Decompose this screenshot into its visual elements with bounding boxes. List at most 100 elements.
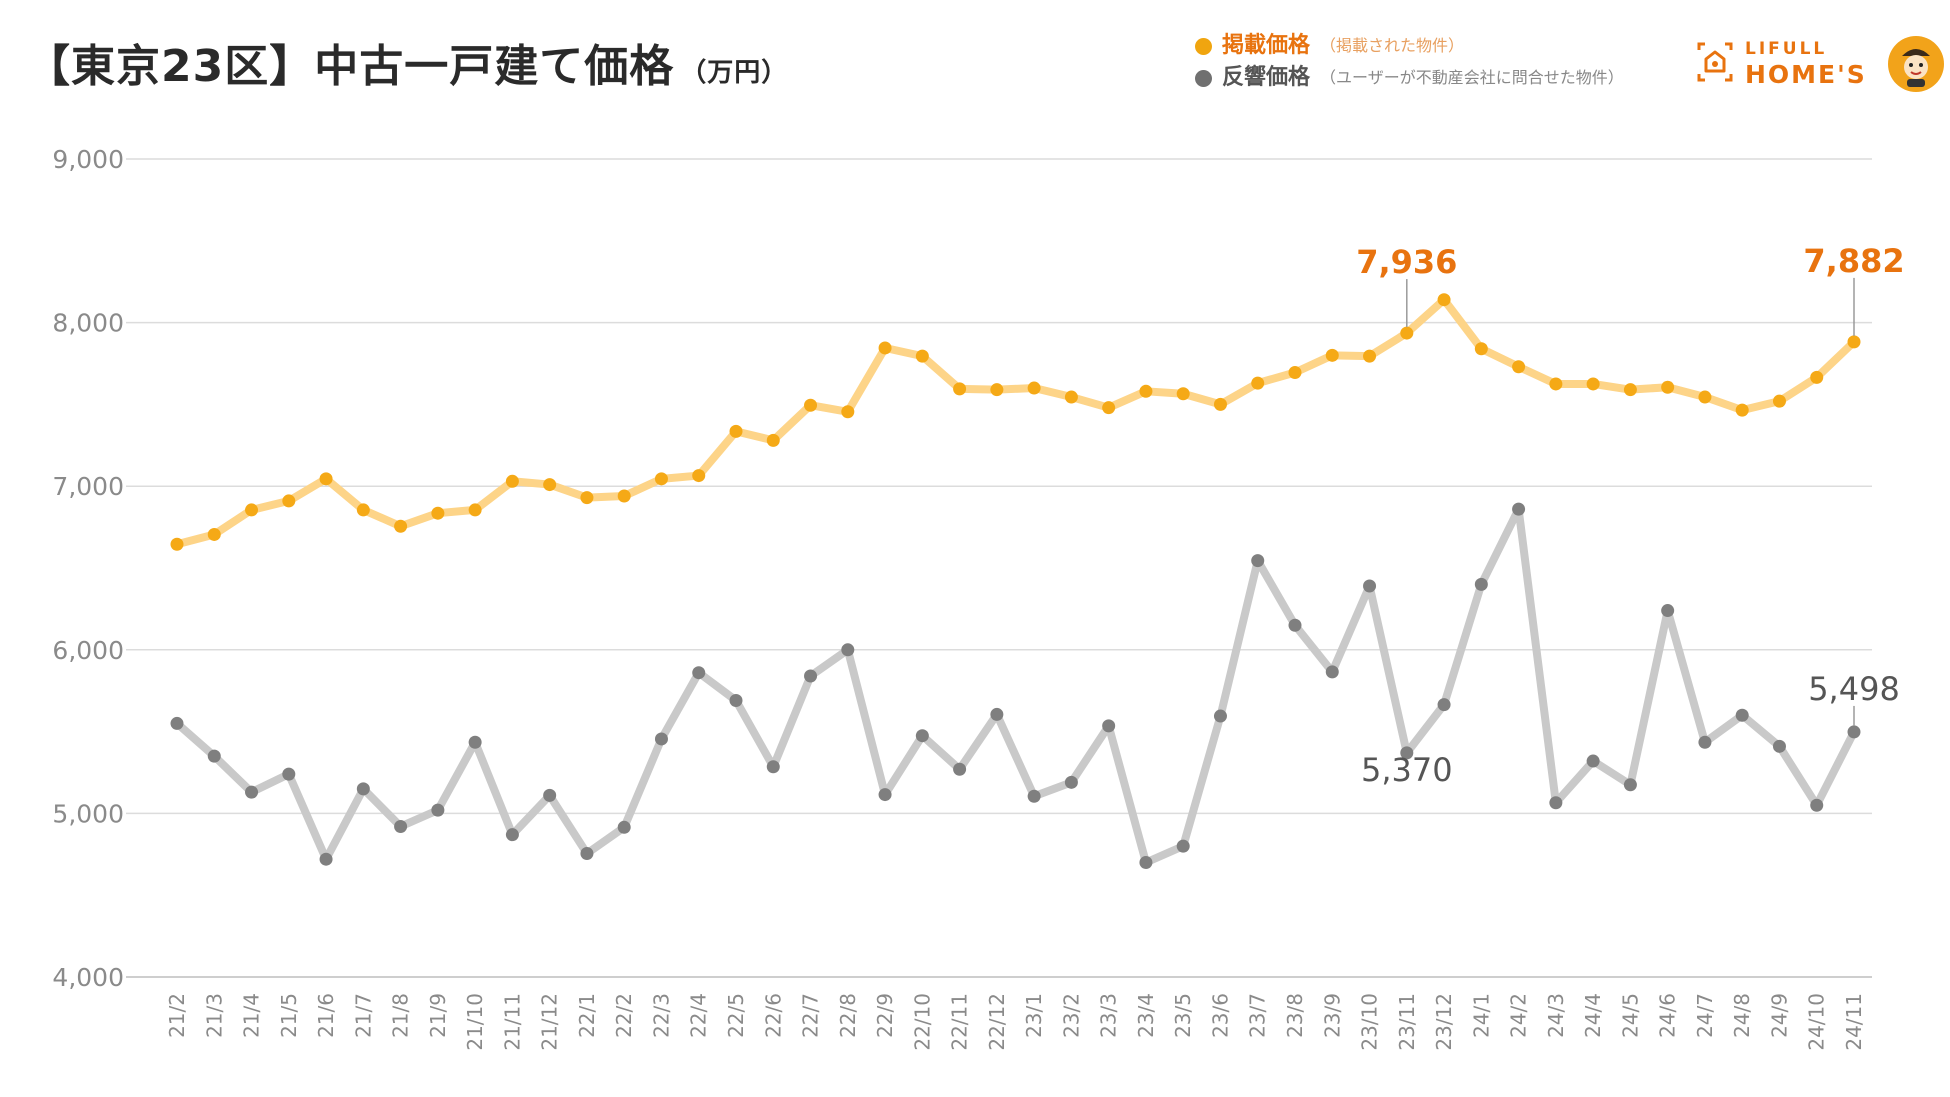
data-point	[1064, 775, 1078, 789]
data-point	[878, 788, 892, 802]
x-tick-label: 24/9	[1767, 993, 1791, 1038]
legend-name: 反響価格	[1222, 65, 1311, 90]
data-point	[1325, 348, 1339, 362]
data-point	[1474, 342, 1488, 356]
data-point	[841, 643, 855, 657]
data-point	[1847, 725, 1861, 739]
data-point	[692, 469, 706, 483]
x-tick-label: 23/9	[1320, 993, 1344, 1038]
data-point	[766, 760, 780, 774]
x-tick-label: 21/3	[202, 993, 226, 1038]
data-point	[1102, 401, 1116, 415]
x-tick-label: 21/6	[314, 993, 338, 1038]
series-line-1	[173, 505, 1858, 867]
logo-line2: HOME'S	[1745, 60, 1867, 89]
x-tick-label: 21/4	[240, 993, 264, 1038]
x-tick-label: 22/5	[724, 993, 748, 1038]
data-point	[282, 767, 296, 781]
data-point	[505, 828, 519, 842]
x-tick-label: 21/12	[538, 993, 562, 1051]
data-point	[1586, 754, 1600, 768]
x-tick-label: 21/7	[351, 993, 375, 1038]
data-point	[1735, 708, 1749, 722]
data-point	[729, 694, 743, 708]
data-point	[543, 788, 557, 802]
data-label: 5,498	[1808, 670, 1900, 708]
data-point	[1623, 778, 1637, 792]
data-point	[468, 503, 482, 517]
data-point	[729, 424, 743, 438]
data-point	[170, 716, 184, 730]
data-point	[356, 503, 370, 517]
x-tick-label: 22/8	[836, 993, 860, 1038]
legend-desc: （ユーザーが不動産会社に問合せた物件）	[1320, 68, 1624, 87]
data-point	[356, 782, 370, 796]
x-tick-label: 23/11	[1395, 993, 1419, 1051]
data-point	[1400, 746, 1414, 760]
data-point	[654, 732, 668, 746]
data-point	[1847, 335, 1861, 349]
y-tick-label: 9,000	[52, 145, 124, 174]
legend-item-inquiry-price: 反響価格 （ユーザーが不動産会社に問合せた物件）	[1195, 62, 1624, 94]
data-point	[1772, 739, 1786, 753]
x-tick-label: 24/6	[1656, 993, 1680, 1038]
data-point	[990, 707, 1004, 721]
x-tick-label: 21/8	[389, 993, 413, 1038]
chart-unit: （万円）	[680, 58, 789, 88]
data-point	[1027, 381, 1041, 395]
x-tick-label: 23/3	[1097, 993, 1121, 1038]
data-point	[1027, 789, 1041, 803]
data-point	[617, 489, 631, 503]
data-point	[1139, 384, 1153, 398]
x-tick-label: 22/7	[799, 993, 823, 1038]
data-point	[1251, 554, 1265, 568]
x-tick-label: 24/10	[1805, 993, 1829, 1051]
data-point	[1176, 387, 1190, 401]
x-tick-label: 23/1	[1022, 993, 1046, 1038]
data-point	[1363, 579, 1377, 593]
data-point	[1661, 380, 1675, 394]
data-label: 5,370	[1361, 751, 1453, 789]
data-point	[319, 472, 333, 486]
series-lines	[170, 293, 1861, 869]
data-point	[953, 382, 967, 396]
data-point	[431, 803, 445, 817]
data-point	[245, 503, 259, 517]
x-tick-label: 24/4	[1581, 993, 1605, 1038]
legend-desc: （掲載された物件）	[1320, 36, 1465, 55]
data-point	[394, 819, 408, 833]
data-point	[1400, 326, 1414, 340]
data-point	[953, 762, 967, 776]
x-tick-label: 21/2	[165, 993, 189, 1038]
y-tick-label: 7,000	[52, 472, 124, 501]
data-point	[207, 527, 221, 541]
data-point	[468, 735, 482, 749]
x-tick-label: 24/11	[1842, 993, 1866, 1051]
x-tick-label: 22/9	[873, 993, 897, 1038]
x-tick-label: 23/10	[1358, 993, 1382, 1051]
data-point	[282, 494, 296, 508]
data-label: 7,882	[1803, 242, 1904, 280]
y-axis-ticks: 4,000 5,000 6,000 7,000 8,000 9,000	[52, 145, 124, 992]
data-point	[1288, 618, 1302, 632]
data-point	[990, 383, 1004, 397]
legend-name: 掲載価格	[1222, 33, 1311, 58]
x-tick-label: 21/9	[426, 993, 450, 1038]
data-point	[1213, 397, 1227, 411]
data-point	[617, 820, 631, 834]
data-label: 7,936	[1356, 243, 1457, 281]
chart-title-text: 【東京23区】中古一戸建て価格	[26, 41, 675, 92]
x-tick-label: 23/12	[1432, 993, 1456, 1051]
x-tick-label: 21/10	[463, 993, 487, 1051]
x-tick-label: 24/8	[1730, 993, 1754, 1038]
data-point	[1698, 735, 1712, 749]
legend-item-listing-price: 掲載価格 （掲載された物件）	[1195, 30, 1624, 62]
data-point	[766, 433, 780, 447]
data-point	[1437, 293, 1451, 307]
data-point	[915, 729, 929, 743]
data-point	[394, 519, 408, 533]
data-point	[245, 785, 259, 799]
x-tick-label: 22/2	[612, 993, 636, 1038]
data-point	[1772, 394, 1786, 408]
legend: 掲載価格 （掲載された物件） 反響価格 （ユーザーが不動産会社に問合せた物件）	[1195, 30, 1624, 94]
